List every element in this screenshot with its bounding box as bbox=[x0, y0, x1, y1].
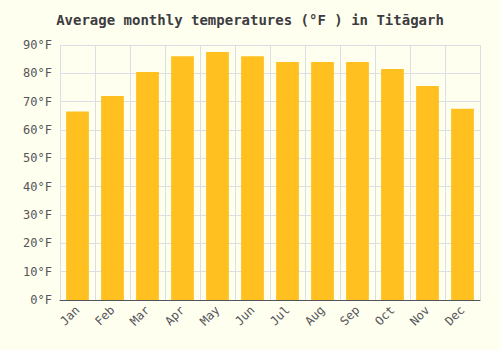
svg-text:Oct: Oct bbox=[372, 303, 397, 328]
svg-text:Jun: Jun bbox=[232, 303, 257, 328]
svg-text:80°F: 80°F bbox=[23, 66, 52, 80]
svg-text:60°F: 60°F bbox=[23, 123, 52, 137]
svg-text:40°F: 40°F bbox=[23, 180, 52, 194]
svg-text:50°F: 50°F bbox=[23, 151, 52, 165]
svg-text:20°F: 20°F bbox=[23, 236, 52, 250]
svg-text:Aug: Aug bbox=[302, 303, 327, 328]
svg-text:Nov: Nov bbox=[407, 303, 432, 328]
svg-text:10°F: 10°F bbox=[23, 265, 52, 279]
svg-text:Apr: Apr bbox=[162, 303, 187, 328]
svg-text:90°F: 90°F bbox=[23, 38, 52, 52]
svg-text:30°F: 30°F bbox=[23, 208, 52, 222]
svg-text:Sep: Sep bbox=[337, 303, 362, 328]
svg-text:Dec: Dec bbox=[442, 303, 467, 328]
svg-text:Feb: Feb bbox=[92, 303, 117, 328]
svg-text:Average monthly temperatures (: Average monthly temperatures (°F ) in Ti… bbox=[56, 12, 444, 28]
svg-text:Jul: Jul bbox=[267, 303, 292, 328]
svg-text:May: May bbox=[197, 303, 222, 328]
svg-text:Mar: Mar bbox=[127, 303, 152, 328]
svg-text:70°F: 70°F bbox=[23, 95, 52, 109]
svg-text:0°F: 0°F bbox=[30, 293, 52, 307]
svg-text:Jan: Jan bbox=[57, 303, 82, 328]
